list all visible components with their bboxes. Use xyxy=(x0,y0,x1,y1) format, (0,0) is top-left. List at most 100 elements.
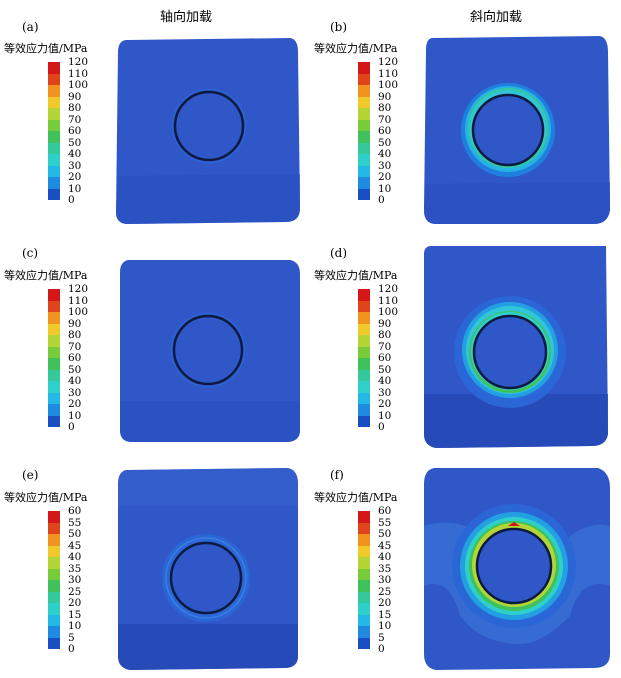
legend-tick-label: 40 xyxy=(68,551,82,563)
legend-tick-label: 60 xyxy=(68,505,82,517)
plate-shade xyxy=(424,394,608,448)
legend-swatch xyxy=(48,188,60,200)
legend-tick-label: 55 xyxy=(68,516,82,529)
legend-swatch xyxy=(358,369,370,381)
legend-tick-label: 5 xyxy=(378,631,385,644)
legend-tick-label: 50 xyxy=(378,136,392,149)
legend-e: 60 55 50 45 40 35 30 25 20 15 10 5 0 xyxy=(36,505,106,657)
legend-tick-label: 0 xyxy=(68,643,75,655)
hole xyxy=(169,541,243,615)
legend-tick-label: 35 xyxy=(378,562,392,575)
legend-b: 120 110 100 90 80 70 60 50 40 30 20 10 0 xyxy=(346,56,416,208)
legend-swatch xyxy=(48,85,60,97)
legend-swatch xyxy=(358,165,370,177)
legend-tick-label: 10 xyxy=(378,409,392,422)
legend-tick-label: 55 xyxy=(378,516,392,529)
legend-swatch xyxy=(358,335,370,347)
legend-title-b: 等效应力值/MPa xyxy=(314,42,398,55)
legend-tick-label: 100 xyxy=(378,79,399,91)
panel-label-b: (b) xyxy=(330,20,348,34)
legend-tick-label: 20 xyxy=(378,398,392,410)
plate-shade-top xyxy=(118,468,298,506)
legend-tick-label: 30 xyxy=(68,574,82,586)
legend-swatch xyxy=(48,312,60,324)
legend-tick-label: 25 xyxy=(378,585,392,598)
legend-swatch xyxy=(358,108,370,120)
legend-tick-label: 40 xyxy=(68,375,82,387)
column-title-oblique: 斜向加载 xyxy=(470,10,523,25)
legend-tick-label: 0 xyxy=(378,421,385,433)
legend-swatch xyxy=(48,119,60,131)
legend-swatch xyxy=(358,603,370,615)
legend-swatch xyxy=(48,392,60,404)
legend-swatch xyxy=(48,323,60,335)
legend-tick-label: 70 xyxy=(68,340,82,353)
legend-tick-label: 110 xyxy=(68,67,89,80)
legend-swatch xyxy=(48,404,60,416)
legend-swatch xyxy=(358,580,370,592)
legend-swatch xyxy=(48,369,60,381)
legend-swatch xyxy=(358,511,370,523)
legend-tick-label: 60 xyxy=(68,352,82,364)
legend-swatch xyxy=(358,300,370,312)
legend-tick-label: 20 xyxy=(378,597,392,609)
legend-tick-label: 60 xyxy=(68,125,82,137)
legend-swatch xyxy=(48,637,60,649)
legend-swatch xyxy=(358,557,370,569)
legend-tick-label: 20 xyxy=(378,171,392,183)
legend-tick-label: 15 xyxy=(378,608,392,621)
legend-tick-label: 30 xyxy=(68,159,82,172)
stress-contour-c xyxy=(120,260,300,442)
legend-tick-label: 45 xyxy=(68,539,82,552)
legend-title-f: 等效应力值/MPa xyxy=(314,491,398,504)
legend-swatch xyxy=(358,131,370,143)
legend-tick-label: 35 xyxy=(68,562,82,575)
stress-contour-b xyxy=(424,36,610,224)
legend-swatch xyxy=(358,154,370,166)
legend-swatch xyxy=(48,142,60,154)
legend-swatch xyxy=(358,614,370,626)
legend-swatch xyxy=(48,545,60,557)
legend-swatch xyxy=(358,289,370,301)
legend-tick-label: 10 xyxy=(68,182,82,195)
legend-swatch xyxy=(358,404,370,416)
legend-swatch xyxy=(358,568,370,580)
legend-swatch xyxy=(48,131,60,143)
legend-swatch xyxy=(48,534,60,546)
legend-tick-label: 80 xyxy=(68,102,82,114)
legend-tick-label: 30 xyxy=(378,159,392,172)
legend-f: 60 55 50 45 40 35 30 25 20 15 10 5 0 xyxy=(346,505,416,657)
legend-tick-label: 15 xyxy=(68,608,82,621)
legend-tick-label: 90 xyxy=(68,317,82,330)
legend-tick-label: 20 xyxy=(68,597,82,609)
legend-swatch xyxy=(358,534,370,546)
legend-tick-label: 60 xyxy=(378,505,392,517)
hole-ring xyxy=(165,537,247,619)
legend-swatch xyxy=(48,358,60,370)
legend-tick-label: 40 xyxy=(378,148,392,160)
legend-tick-label: 100 xyxy=(378,306,399,318)
legend-d: 120 110 100 90 80 70 60 50 40 30 20 10 0 xyxy=(346,283,416,435)
legend-c: 120 110 100 90 80 70 60 50 40 30 20 10 0 xyxy=(36,283,106,435)
legend-tick-label: 120 xyxy=(378,56,399,68)
legend-swatch xyxy=(358,96,370,108)
legend-tick-label: 40 xyxy=(378,551,392,563)
hole-ring xyxy=(171,88,247,164)
legend-title-d: 等效应力值/MPa xyxy=(314,269,398,282)
legend-swatch xyxy=(48,154,60,166)
hole xyxy=(475,527,553,605)
panel-label-f: (f) xyxy=(330,468,344,482)
legend-swatch xyxy=(48,289,60,301)
stress-peak xyxy=(508,522,520,526)
legend-swatch xyxy=(358,626,370,638)
legend-swatch xyxy=(48,614,60,626)
legend-swatch xyxy=(48,73,60,85)
legend-swatch xyxy=(358,637,370,649)
legend-swatch xyxy=(48,557,60,569)
legend-swatch xyxy=(48,626,60,638)
legend-swatch xyxy=(358,62,370,74)
legend-swatch xyxy=(358,346,370,358)
stress-contour-f xyxy=(424,468,610,670)
panel-label-d: (d) xyxy=(330,246,348,260)
plate-shade xyxy=(116,174,300,224)
